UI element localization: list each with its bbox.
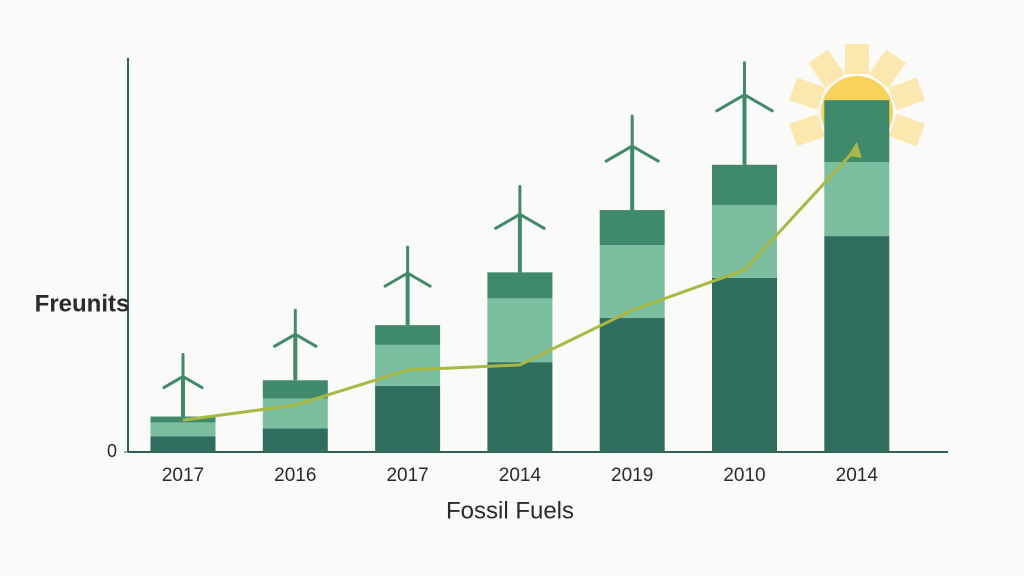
bar-segment xyxy=(599,245,665,319)
turbine-blade xyxy=(293,332,318,348)
x-tick-label: 2014 xyxy=(836,465,879,486)
x-tick-label: 2016 xyxy=(274,465,316,486)
bar-segment xyxy=(599,318,665,452)
bar-segment xyxy=(712,164,777,205)
y-tick-label: 0 xyxy=(107,441,117,461)
wind-turbine xyxy=(494,184,546,273)
x-tick-label: 2019 xyxy=(611,465,653,486)
bar-segment xyxy=(712,277,777,452)
trend-arrowhead xyxy=(847,141,862,158)
bar-segment xyxy=(599,210,665,246)
turbine-blade xyxy=(383,271,410,288)
bar-segment xyxy=(824,236,890,452)
x-tick-label: 2014 xyxy=(499,465,542,486)
turbine-blade xyxy=(406,271,432,288)
x-tick-label: 2017 xyxy=(162,465,204,486)
wind-turbine xyxy=(383,245,432,326)
turbine-blade xyxy=(630,144,660,163)
turbine-blade xyxy=(604,144,634,163)
bar-segment xyxy=(375,325,441,345)
trend-line xyxy=(182,146,858,422)
turbine-blade xyxy=(494,212,522,230)
x-tick-label: 2017 xyxy=(386,465,428,486)
plot: 0 2017 2016 2017 2014 2019 2010 2014 xyxy=(107,61,890,486)
x-tick-label: 2010 xyxy=(723,465,765,486)
wind-turbine xyxy=(162,353,204,417)
bar-segment xyxy=(150,422,216,437)
bar-segment xyxy=(375,385,441,452)
turbine-blade xyxy=(715,93,746,113)
turbine-blade xyxy=(518,212,546,230)
bar-segment xyxy=(150,436,216,452)
bar-segment xyxy=(375,344,441,386)
bar-segment xyxy=(487,298,553,363)
turbine-blade xyxy=(162,375,185,390)
y-axis-label: Freunits xyxy=(35,290,130,317)
bar-segment xyxy=(487,362,553,452)
bar-segment xyxy=(824,162,890,237)
wind-turbine xyxy=(715,61,774,165)
wind-turbine xyxy=(273,308,318,381)
turbine-blade xyxy=(273,332,297,348)
wind-turbine xyxy=(604,114,660,211)
turbine-blade xyxy=(743,93,774,113)
bar-segment xyxy=(487,272,553,299)
bar-segment xyxy=(262,428,328,452)
bar-segment xyxy=(262,398,328,429)
x-axis-label: Fossil Fuels xyxy=(446,497,574,524)
turbine-blade xyxy=(181,375,204,390)
bar-segment xyxy=(712,204,777,278)
bar-segment xyxy=(262,380,328,399)
